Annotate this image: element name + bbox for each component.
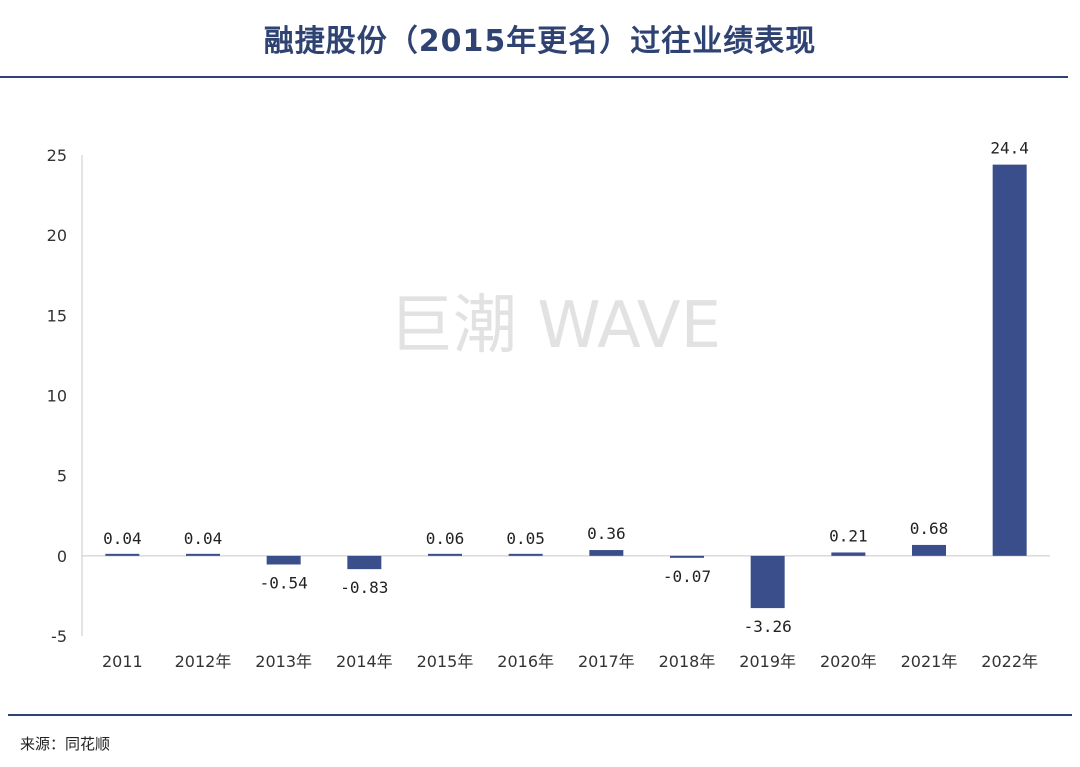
data-label: 0.04	[103, 529, 142, 548]
bar	[428, 553, 462, 556]
x-tick-label: 2020年	[820, 652, 877, 671]
data-label: 0.36	[587, 524, 626, 543]
x-tick-label: 2017年	[578, 652, 635, 671]
data-label: 0.05	[506, 529, 545, 548]
y-tick-label: -5	[51, 627, 67, 646]
x-tick-label: 2012年	[175, 652, 232, 671]
bar	[508, 553, 543, 556]
watermark-text: 巨潮 WAVE	[389, 289, 721, 363]
title-divider	[0, 76, 1068, 78]
x-tick-label: 2022年	[981, 652, 1038, 671]
y-tick-label: 10	[47, 387, 67, 406]
chart-title: 融捷股份（2015年更名）过往业绩表现	[263, 24, 817, 59]
bar	[186, 553, 220, 556]
bar	[750, 555, 785, 609]
bar	[831, 552, 866, 556]
data-label: -0.07	[663, 567, 711, 586]
data-label: -3.26	[744, 617, 792, 636]
bar	[992, 164, 1027, 556]
x-tick-label: 2021年	[901, 652, 958, 671]
data-label: 0.21	[829, 526, 868, 545]
data-label: 0.06	[426, 529, 465, 548]
x-tick-label: 2015年	[417, 652, 474, 671]
y-tick-label: 15	[47, 306, 67, 325]
bar	[266, 555, 301, 565]
bar	[105, 553, 140, 556]
source-note: 来源：同花顺	[20, 735, 111, 753]
x-tick-label: 2016年	[497, 652, 554, 671]
y-tick-label: 20	[47, 226, 67, 245]
y-tick-label: 5	[57, 467, 67, 486]
x-tick-label: 2011	[102, 652, 143, 671]
bar	[589, 550, 624, 556]
y-tick-label: 0	[57, 547, 67, 566]
x-tick-label: 2013年	[255, 652, 312, 671]
y-tick-label: 25	[47, 146, 67, 165]
chart-bars	[105, 164, 1027, 609]
bar	[347, 555, 382, 570]
x-tick-label: 2014年	[336, 652, 393, 671]
chart-axes: 25 20 15 10 5 0 -5	[47, 146, 1050, 646]
data-label: 0.68	[910, 519, 949, 538]
data-label: 24.4	[990, 139, 1029, 158]
bar	[670, 555, 704, 558]
x-tick-label: 2018年	[659, 652, 716, 671]
data-label: -0.54	[260, 573, 308, 592]
x-tick-label: 2019年	[739, 652, 796, 671]
footer-divider	[8, 714, 1072, 716]
chart-labels: 0.04 2011 0.04 2012年 -0.54 2013年 -0.83 2014年 0.0…	[102, 139, 1038, 671]
data-label: -0.83	[340, 578, 388, 597]
bar	[912, 544, 946, 556]
data-label: 0.04	[184, 529, 223, 548]
